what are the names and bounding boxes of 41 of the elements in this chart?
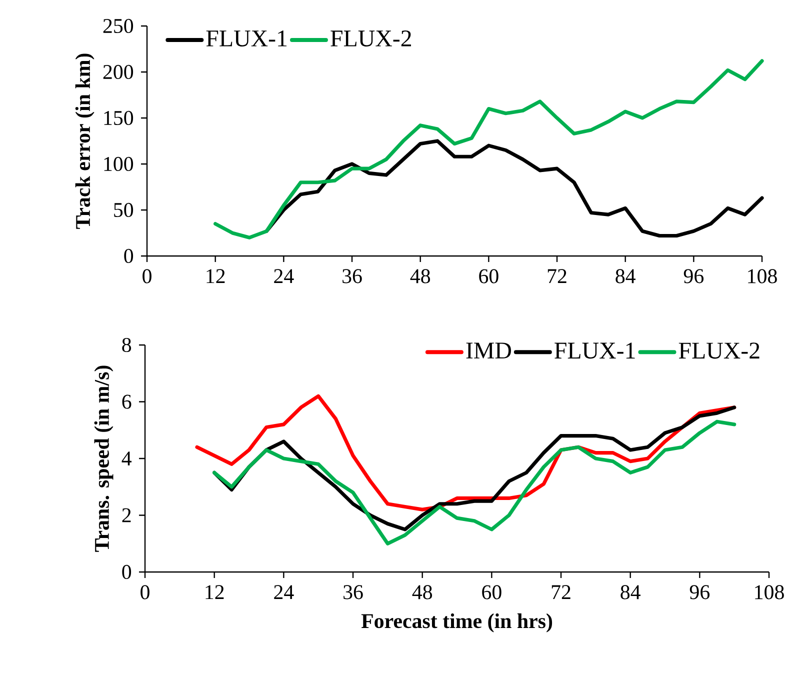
y-tick-label: 100 xyxy=(104,156,134,172)
x-tick-label: 84 xyxy=(616,269,636,284)
x-tick-label: 72 xyxy=(552,585,570,600)
x-tick-label: 12 xyxy=(206,269,225,284)
x-tick-label: 24 xyxy=(274,585,294,600)
legend-label: FLUX-1 xyxy=(554,342,635,359)
x-axis-title: Forecast time (in hrs) xyxy=(361,613,552,632)
legend-label: FLUX-2 xyxy=(330,30,411,47)
y-tick-label: 250 xyxy=(103,18,134,34)
x-tick-label: 12 xyxy=(206,585,224,600)
y-tick-label: 2 xyxy=(122,508,131,522)
x-tick-label: 0 xyxy=(142,269,152,284)
y-tick-label: 50 xyxy=(114,202,134,218)
legend-label: FLUX-1 xyxy=(206,30,287,47)
line-series xyxy=(214,59,764,240)
x-tick-label: 96 xyxy=(690,585,710,600)
x-tick-label: 84 xyxy=(620,585,640,600)
x-tick-label: 36 xyxy=(342,269,362,284)
y-tick-label: 6 xyxy=(122,394,132,409)
y-tick-label: 4 xyxy=(122,452,132,466)
x-tick-label: 36 xyxy=(344,585,363,600)
x-tick-label: 108 xyxy=(748,269,777,284)
y-tick-label: 150 xyxy=(104,110,134,126)
x-tick-label: 24 xyxy=(274,269,294,284)
y-tick-label: 0 xyxy=(124,248,134,264)
y-tick-label: 200 xyxy=(103,64,134,80)
y-axis-title: Track error (in km) xyxy=(75,54,94,229)
x-tick-label: 48 xyxy=(412,585,432,600)
x-tick-label: 48 xyxy=(410,269,430,284)
y-tick-label: 0 xyxy=(122,564,132,580)
x-tick-label: 72 xyxy=(548,269,566,284)
x-tick-label: 60 xyxy=(482,585,502,600)
y-tick-label: 8 xyxy=(122,338,132,352)
legend-label: FLUX-2 xyxy=(678,342,760,359)
x-tick-label: 0 xyxy=(140,585,150,600)
y-axis-title: Trans. speed (in m/s) xyxy=(94,366,114,552)
line-series xyxy=(212,420,736,546)
x-tick-label: 60 xyxy=(479,269,498,284)
legend-label: IMD xyxy=(466,342,511,358)
x-tick-label: 96 xyxy=(684,269,704,284)
x-tick-label: 108 xyxy=(755,585,784,600)
